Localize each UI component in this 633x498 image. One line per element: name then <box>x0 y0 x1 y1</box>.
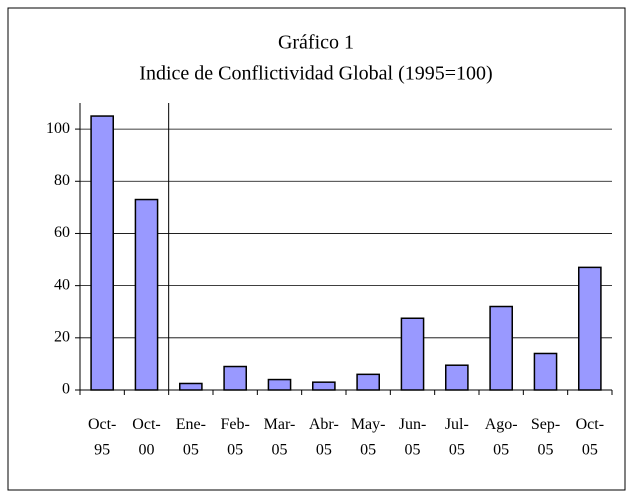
bar <box>533 352 558 391</box>
y-tick-label: 80 <box>54 172 70 189</box>
bar <box>267 378 292 391</box>
x-tick-label: Oct-05 <box>576 416 604 459</box>
bar <box>179 382 203 391</box>
y-tick-label: 100 <box>46 120 70 137</box>
x-tick-label: Jun-05 <box>399 416 427 459</box>
bar <box>312 381 336 391</box>
bar <box>223 365 247 391</box>
chart-subtitle: Indice de Conflictividad Global (1995=10… <box>139 63 492 85</box>
y-tick-label: 0 <box>62 381 70 398</box>
y-tick-label: 60 <box>54 224 70 241</box>
y-tick-label: 40 <box>54 276 70 293</box>
x-tick-label: Jul-05 <box>445 416 469 459</box>
x-tick-label: Sep-05 <box>531 416 560 459</box>
x-tick-label: Abr-05 <box>309 416 339 459</box>
bar <box>90 115 115 391</box>
bar <box>400 317 425 391</box>
x-tick-label: Oct-95 <box>88 416 116 459</box>
bar <box>134 198 159 391</box>
bar <box>445 364 469 391</box>
y-tick-label: 20 <box>54 328 70 345</box>
bar <box>489 305 514 391</box>
x-tick-label: Mar-05 <box>264 416 296 459</box>
x-tick-label: Ago-05 <box>485 416 518 459</box>
x-tick-label: May-05 <box>351 416 386 459</box>
bar <box>578 266 602 391</box>
x-tick-label: Feb-05 <box>221 416 250 459</box>
chart-title: Gráfico 1 <box>278 32 354 54</box>
bar <box>356 373 381 391</box>
x-tick-label: Ene-05 <box>176 416 206 459</box>
x-tick-label: Oct-00 <box>132 416 160 459</box>
